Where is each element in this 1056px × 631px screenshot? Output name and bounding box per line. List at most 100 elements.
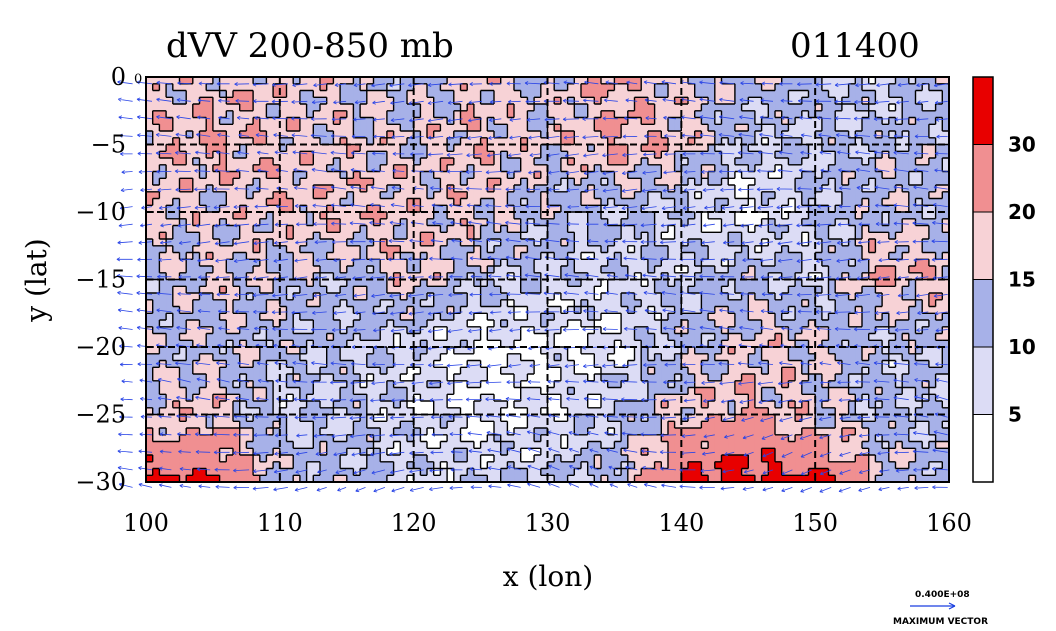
heatmap-cell xyxy=(868,333,876,341)
heatmap-cell xyxy=(540,77,549,85)
heatmap-cell xyxy=(306,340,314,348)
heatmap-cell xyxy=(259,245,268,254)
heatmap-cell xyxy=(647,151,656,159)
heatmap-cell xyxy=(862,97,870,105)
heatmap-cell xyxy=(380,299,388,308)
heatmap-cell xyxy=(172,110,181,119)
heatmap-cell xyxy=(654,104,662,112)
heatmap-cell xyxy=(714,185,723,193)
heatmap-cell xyxy=(212,137,221,146)
heatmap-cell xyxy=(186,104,194,112)
heatmap-cell xyxy=(199,313,207,321)
heatmap-cell xyxy=(868,218,876,227)
heatmap-cell xyxy=(567,286,575,294)
heatmap-cell xyxy=(172,326,181,335)
heatmap-cell xyxy=(286,90,294,98)
heatmap-cell xyxy=(166,232,174,240)
heatmap-cell xyxy=(540,326,549,335)
heatmap-cell xyxy=(326,225,334,233)
heatmap-cell xyxy=(146,347,154,355)
heatmap-cell xyxy=(172,124,181,132)
heatmap-cell xyxy=(547,225,555,233)
heatmap-cell xyxy=(815,144,823,152)
heatmap-cell xyxy=(574,353,582,362)
heatmap-cell xyxy=(741,185,749,193)
heatmap-cell xyxy=(159,77,167,85)
heatmap-cell xyxy=(768,171,776,179)
heatmap-cell xyxy=(226,266,234,274)
heatmap-cell xyxy=(848,137,856,146)
heatmap-cell xyxy=(848,124,856,132)
heatmap-cell xyxy=(728,131,736,139)
heatmap-cell xyxy=(641,97,649,105)
heatmap-cell xyxy=(406,340,415,348)
heatmap-cell xyxy=(266,347,274,355)
heatmap-cell xyxy=(647,286,656,294)
heatmap-cell xyxy=(754,326,763,335)
heatmap-cell xyxy=(353,124,361,132)
heatmap-cell xyxy=(219,77,227,85)
heatmap-cell xyxy=(346,252,355,260)
heatmap-cell xyxy=(781,110,789,119)
heatmap-cell xyxy=(219,191,227,200)
heatmap-cell xyxy=(708,259,716,267)
heatmap-cell xyxy=(380,232,388,240)
heatmap-cell xyxy=(674,77,682,85)
heatmap-cell xyxy=(848,333,856,341)
heatmap-cell xyxy=(299,198,308,206)
heatmap-cell xyxy=(433,164,442,173)
heatmap-cell xyxy=(580,104,589,112)
heatmap-cell xyxy=(487,299,495,308)
heatmap-cell xyxy=(534,178,542,186)
heatmap-cell xyxy=(460,137,468,146)
heatmap-cell xyxy=(212,212,221,220)
heatmap-cell xyxy=(453,218,462,227)
heatmap-cell xyxy=(554,225,562,233)
heatmap-cell xyxy=(179,212,187,220)
heatmap-cell xyxy=(433,353,442,362)
heatmap-cell xyxy=(868,306,876,314)
heatmap-cell xyxy=(674,239,682,247)
heatmap-cell xyxy=(754,232,763,240)
heatmap-cell xyxy=(908,245,917,254)
heatmap-cell xyxy=(219,83,227,92)
heatmap-cell xyxy=(273,164,281,173)
heatmap-cell xyxy=(340,326,348,335)
heatmap-cell xyxy=(259,353,268,362)
heatmap-cell xyxy=(427,252,435,260)
heatmap-cell xyxy=(560,239,569,247)
heatmap-cell xyxy=(895,333,903,341)
heatmap-cell xyxy=(781,340,789,348)
heatmap-cell xyxy=(346,299,355,308)
heatmap-cell xyxy=(828,151,836,159)
heatmap-cell xyxy=(815,90,823,98)
heatmap-cell xyxy=(761,171,769,179)
heatmap-cell xyxy=(694,340,703,348)
heatmap-cell xyxy=(888,347,897,355)
heatmap-cell xyxy=(661,171,669,179)
heatmap-cell xyxy=(366,320,375,328)
heatmap-cell xyxy=(146,293,154,301)
heatmap-cell xyxy=(259,117,268,125)
heatmap-cell xyxy=(326,104,334,112)
heatmap-cell xyxy=(587,218,595,227)
heatmap-cell xyxy=(560,232,569,240)
heatmap-cell xyxy=(534,313,542,321)
heatmap-cell xyxy=(748,131,756,139)
heatmap-cell xyxy=(460,286,468,294)
heatmap-cell xyxy=(848,347,856,355)
heatmap-cell xyxy=(340,239,348,247)
heatmap-cell xyxy=(487,90,495,98)
heatmap-cell xyxy=(928,124,937,132)
heatmap-cell xyxy=(232,232,241,240)
heatmap-cell xyxy=(902,272,910,281)
heatmap-cell xyxy=(908,158,917,166)
heatmap-cell xyxy=(574,124,582,132)
heatmap-cell xyxy=(694,97,703,105)
heatmap-cell xyxy=(661,124,669,132)
heatmap-cell xyxy=(286,117,294,125)
heatmap-cell xyxy=(547,326,555,335)
heatmap-cell xyxy=(319,164,328,173)
heatmap-cell xyxy=(674,279,682,287)
heatmap-cell xyxy=(754,286,763,294)
